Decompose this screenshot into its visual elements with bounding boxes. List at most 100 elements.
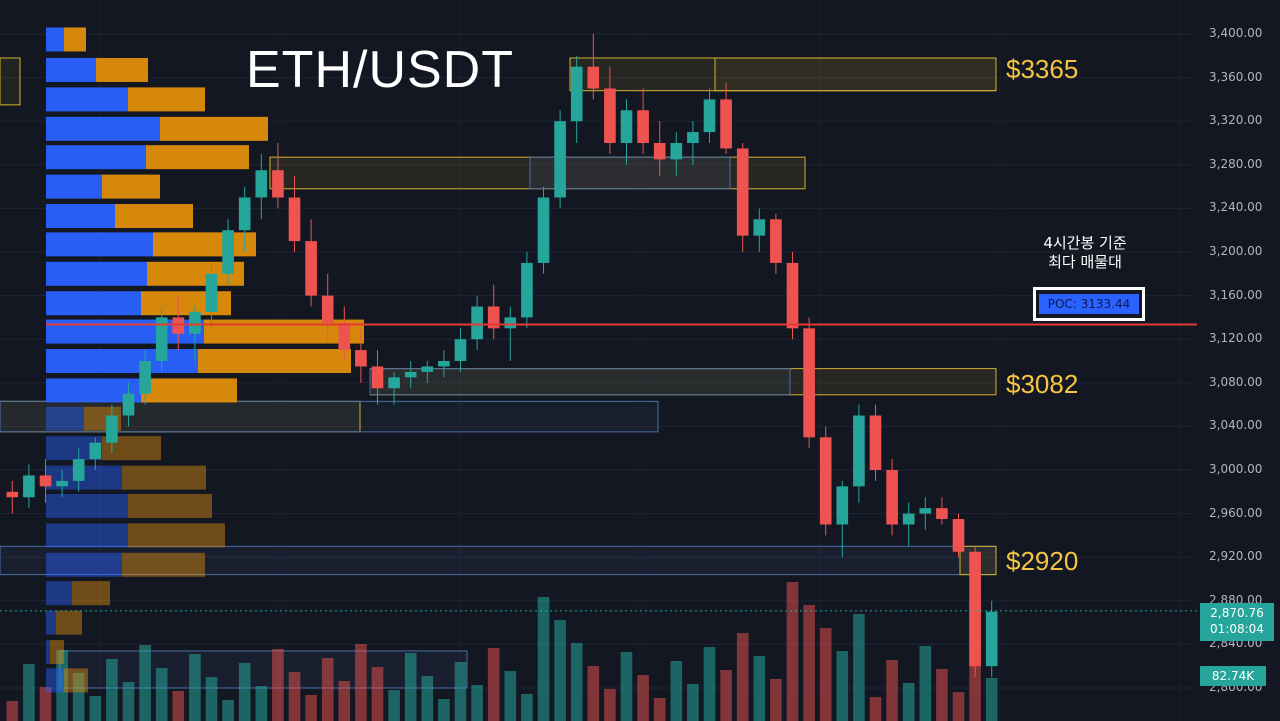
candlesticks bbox=[6, 34, 998, 678]
price-tick: 2,960.00 bbox=[1209, 505, 1263, 520]
candle-body bbox=[803, 328, 815, 438]
vp-sell-bar bbox=[128, 523, 225, 548]
candle-body bbox=[338, 322, 351, 351]
candle-body bbox=[305, 241, 317, 296]
candle-body bbox=[819, 437, 832, 525]
price-tick: 3,400.00 bbox=[1209, 26, 1263, 40]
level-label-3365: $3365 bbox=[1006, 54, 1079, 84]
vp-sell-bar bbox=[72, 581, 110, 606]
candle-body bbox=[504, 317, 517, 329]
volume-bar bbox=[371, 667, 384, 721]
volume-bar bbox=[869, 697, 882, 721]
volume-bar bbox=[587, 666, 600, 721]
vp-sell-bar bbox=[128, 87, 205, 112]
vp-sell-bar bbox=[96, 57, 148, 82]
volume-bar bbox=[570, 643, 583, 721]
candle-body bbox=[421, 366, 434, 372]
candle-body bbox=[238, 197, 251, 231]
candle-body bbox=[288, 197, 301, 242]
candle-body bbox=[836, 486, 849, 525]
vp-sell-bar bbox=[153, 232, 256, 257]
candle-body bbox=[39, 475, 52, 487]
candle-body bbox=[919, 508, 932, 514]
countdown: 01:08:04 bbox=[1210, 622, 1264, 636]
volume-bar bbox=[786, 582, 799, 721]
poc-box: POC: 3133.44 bbox=[1033, 287, 1145, 321]
volume-bar bbox=[703, 647, 716, 721]
volume-bar bbox=[504, 671, 517, 721]
candle-body bbox=[189, 311, 201, 334]
candle-body bbox=[371, 366, 384, 389]
price-tick: 3,000.00 bbox=[1209, 462, 1263, 476]
candle-body bbox=[653, 143, 666, 160]
candle-body bbox=[570, 66, 583, 122]
vp-buy-bar bbox=[46, 581, 72, 606]
volume-bar bbox=[902, 683, 915, 721]
price-tick: 3,240.00 bbox=[1209, 200, 1263, 215]
volume-bar bbox=[189, 654, 201, 721]
volume-bar bbox=[687, 684, 699, 721]
candle-body bbox=[985, 611, 998, 667]
volume-bar bbox=[521, 694, 533, 721]
price-zone bbox=[59, 650, 468, 689]
candle-body bbox=[952, 519, 965, 552]
candle-body bbox=[753, 219, 766, 236]
vp-buy-bar bbox=[46, 552, 122, 577]
candle-body bbox=[587, 66, 600, 89]
vp-buy-bar bbox=[46, 57, 96, 82]
price-tick: 3,320.00 bbox=[1209, 113, 1263, 128]
volume-bar bbox=[554, 620, 566, 721]
vp-buy-bar bbox=[46, 349, 198, 373]
volume-bar bbox=[736, 633, 749, 721]
level-label-3082: $3082 bbox=[1006, 369, 1079, 399]
volume-bar bbox=[106, 659, 118, 721]
last-price-badge: 2,870.76 01:08:04 bbox=[1200, 603, 1274, 641]
volume-bar bbox=[886, 660, 898, 721]
price-tick: 3,160.00 bbox=[1209, 287, 1263, 302]
volume-bar bbox=[454, 662, 467, 721]
volume-bar bbox=[620, 652, 633, 721]
volume-bar bbox=[139, 645, 151, 721]
candle-body bbox=[222, 230, 234, 274]
vp-buy-bar bbox=[46, 174, 102, 199]
vp-sell-bar bbox=[115, 204, 193, 229]
price-tick: 3,080.00 bbox=[1209, 374, 1263, 389]
candle-body bbox=[886, 470, 898, 525]
candle-body bbox=[670, 143, 683, 160]
price-zone bbox=[369, 368, 791, 396]
price-zone bbox=[714, 57, 997, 92]
volume-bar bbox=[803, 605, 815, 721]
volume-bar bbox=[305, 695, 317, 721]
volume-bar bbox=[985, 678, 998, 721]
volume-bar bbox=[720, 670, 732, 721]
candle-body bbox=[869, 415, 882, 470]
candle-body bbox=[770, 219, 782, 263]
candle-body bbox=[936, 508, 948, 520]
volume-bar bbox=[89, 696, 102, 721]
vp-sell-bar bbox=[50, 640, 64, 665]
vp-buy-bar bbox=[46, 204, 115, 229]
volume-bar bbox=[238, 663, 251, 721]
price-zone bbox=[0, 400, 361, 433]
price-zone bbox=[0, 545, 997, 576]
price-zone bbox=[569, 57, 997, 92]
volume-bar bbox=[72, 673, 85, 721]
vp-buy-bar bbox=[46, 261, 147, 286]
poc-label: POC: 3133.44 bbox=[1039, 294, 1139, 314]
candle-body bbox=[139, 361, 151, 394]
volume-bar bbox=[537, 597, 550, 721]
candle-body bbox=[537, 197, 550, 263]
candle-body bbox=[172, 317, 185, 334]
vp-buy-bar bbox=[46, 116, 160, 141]
volume-bar bbox=[438, 699, 450, 721]
overlay-lines bbox=[0, 323, 1197, 612]
price-zone bbox=[0, 57, 21, 106]
candle-body bbox=[122, 393, 135, 416]
volume-bar bbox=[770, 679, 782, 721]
volume-bar bbox=[670, 661, 683, 721]
candle-body bbox=[720, 99, 732, 149]
vp-buy-bar bbox=[46, 523, 128, 548]
vp-buy-bar bbox=[46, 406, 84, 431]
vp-sell-bar bbox=[141, 291, 231, 316]
